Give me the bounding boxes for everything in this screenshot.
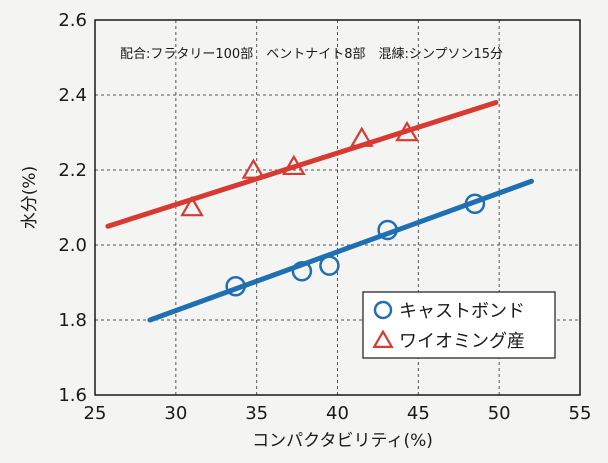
x-tick-label: 45 — [407, 403, 430, 424]
x-tick-label: 50 — [488, 403, 511, 424]
legend-box — [362, 291, 556, 359]
legend-label: キャストボンド — [399, 301, 525, 322]
fit-line — [147, 178, 534, 323]
data-point-circle — [291, 261, 313, 282]
x-axis-label: コンパクタビリティ(%) — [252, 431, 433, 451]
legend-triangle-icon — [372, 329, 394, 348]
chart-annotation: 配合:フラタリー100部 ベントナイト8部 混練:シンプソン15分 — [120, 47, 503, 62]
data-point-triangle — [282, 154, 306, 176]
data-point-triangle — [395, 120, 419, 142]
data-point-triangle — [349, 126, 374, 147]
y-tick-label: 2.0 — [58, 235, 87, 256]
y-axis-label: 水分(%) — [20, 166, 40, 229]
tick-labels: 25 30 35 40 45 50 55 1.6 1.8 2.0 2.2 2.4 2.6 — [58, 10, 591, 424]
grid — [95, 20, 580, 395]
x-tick-label: 25 — [84, 403, 107, 424]
data-point-circle — [377, 219, 398, 241]
data-point-circle — [319, 255, 340, 276]
data-point-circle — [225, 276, 246, 297]
y-tick-label: 2.2 — [58, 160, 87, 181]
y-tick-label: 1.8 — [58, 310, 87, 331]
y-tick-label: 2.4 — [58, 85, 87, 106]
y-tick-label: 2.6 — [58, 10, 87, 31]
data-point-triangle — [241, 158, 266, 179]
x-tick-label: 30 — [164, 403, 187, 424]
x-tick-label: 55 — [569, 403, 592, 424]
y-tick-label: 1.6 — [58, 385, 87, 406]
fit-line — [105, 100, 499, 229]
plot-frame — [94, 19, 581, 396]
legend-label: ワイオミング産 — [399, 331, 525, 352]
markers — [180, 120, 486, 297]
fit-lines — [105, 100, 534, 323]
data-point-triangle — [180, 195, 204, 217]
legend-circle-icon — [373, 300, 393, 320]
x-tick-label: 35 — [245, 403, 268, 424]
x-tick-label: 40 — [326, 403, 349, 424]
data-point-circle — [464, 193, 486, 214]
